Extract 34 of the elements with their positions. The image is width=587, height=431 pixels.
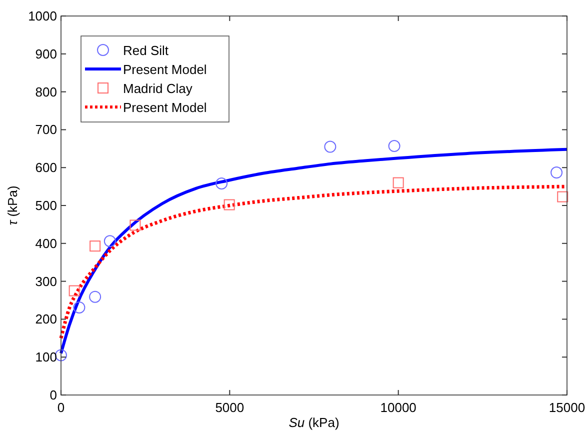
y-tick-label: 200 — [35, 312, 57, 327]
point — [324, 140, 336, 153]
y-tick-label: 600 — [35, 160, 57, 176]
point — [388, 140, 400, 152]
x-axis-title: Su (kPa) — [288, 415, 340, 430]
y-tick-label: 100 — [35, 350, 57, 365]
y-tick-label: 300 — [35, 274, 57, 289]
y-tick-label: 800 — [35, 84, 57, 100]
point — [216, 178, 228, 190]
y-tick-label: 400 — [35, 236, 57, 251]
y-tick-label: 500 — [35, 198, 57, 213]
point — [55, 349, 67, 362]
point — [90, 240, 101, 252]
point — [68, 285, 80, 296]
point — [392, 177, 404, 188]
y-axis-title: τ (kPa) — [5, 186, 20, 226]
x-tick-label: 10000 — [380, 400, 416, 415]
legend-label: Present Model — [123, 62, 207, 77]
point — [130, 220, 141, 231]
point — [550, 166, 563, 179]
y-tick-label: 700 — [35, 122, 57, 138]
point — [89, 290, 102, 303]
x-tick-label: 5000 — [215, 400, 244, 415]
legend-label: Present Model — [123, 100, 207, 115]
x-tick-label: 15000 — [548, 400, 586, 415]
legend-label: Madrid Clay — [123, 81, 193, 96]
point — [224, 199, 235, 210]
y-tick-label: 900 — [35, 46, 57, 62]
y-tick-label: 0 — [50, 388, 57, 402]
legend-label: Red Silt — [123, 43, 169, 58]
y-tick-label: 1000 — [28, 8, 57, 24]
point — [73, 301, 86, 314]
point — [104, 235, 116, 248]
point — [557, 191, 568, 202]
